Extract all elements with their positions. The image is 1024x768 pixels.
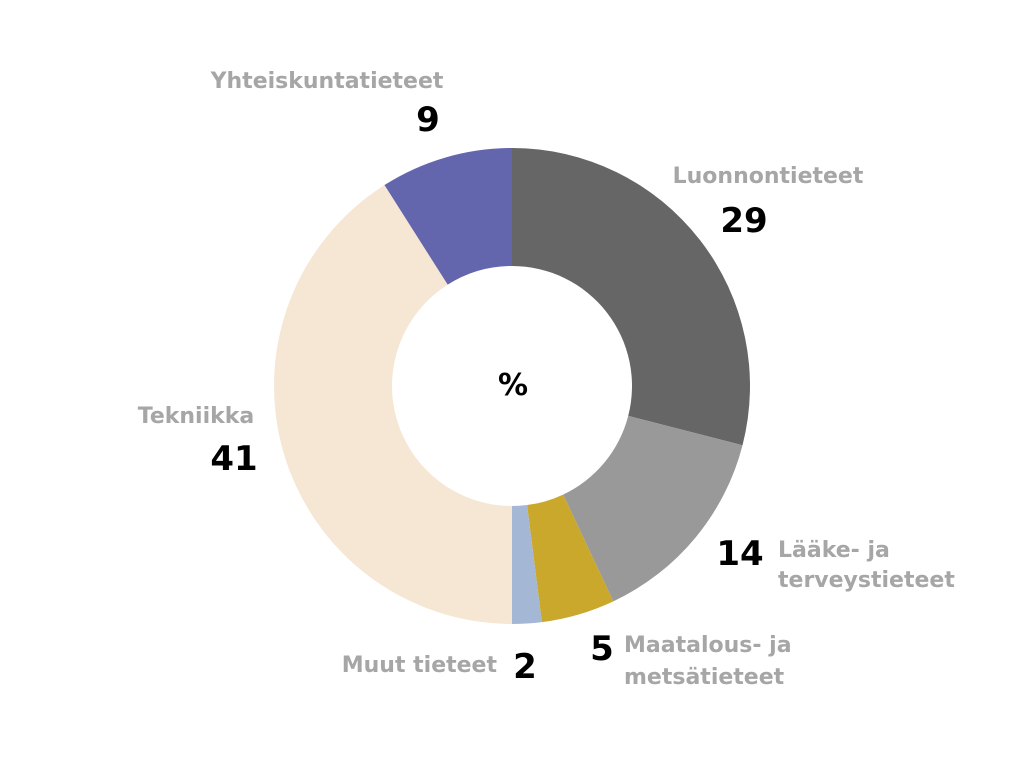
donut-slices (274, 148, 750, 624)
slice-value-maatalous-ja-metsatieteet: 5 (590, 629, 614, 669)
slice-value-yhteiskuntatieteet: 9 (416, 100, 440, 140)
donut-slice-2 (527, 494, 614, 623)
slice-label-tekniikka: Tekniikka (138, 404, 255, 429)
slice-label-maatalous-line1: Maatalous- ja (624, 633, 792, 658)
donut-slice-5 (384, 148, 512, 285)
slice-label-muut-tieteet: Muut tieteet (342, 653, 498, 678)
donut-slice-1 (563, 415, 743, 602)
slice-label-laake-ja-terveystieteet: Lääke- ja terveystieteet (778, 538, 955, 593)
slice-label-maatalous-ja-metsatieteet: Maatalous- ja metsätieteet (624, 633, 799, 690)
slice-value-laake-ja-terveystieteet: 14 (716, 534, 763, 574)
slice-value-luonnontieteet: 29 (720, 201, 767, 241)
slice-value-tekniikka: 41 (210, 439, 257, 479)
slice-label-yhteiskuntatieteet: Yhteiskuntatieteet (210, 69, 444, 94)
slice-label-laake-line1: Lääke- ja (778, 538, 890, 563)
slice-label-laake-line2: terveystieteet (778, 568, 955, 593)
slice-value-muut-tieteet: 2 (513, 647, 537, 687)
donut-slice-3 (512, 505, 542, 624)
donut-slice-0 (512, 148, 750, 446)
slice-label-maatalous-line2: metsätieteet (624, 665, 785, 690)
donut-slice-4 (274, 185, 512, 624)
center-label: % (498, 368, 528, 403)
slice-label-luonnontieteet: Luonnontieteet (673, 164, 864, 189)
